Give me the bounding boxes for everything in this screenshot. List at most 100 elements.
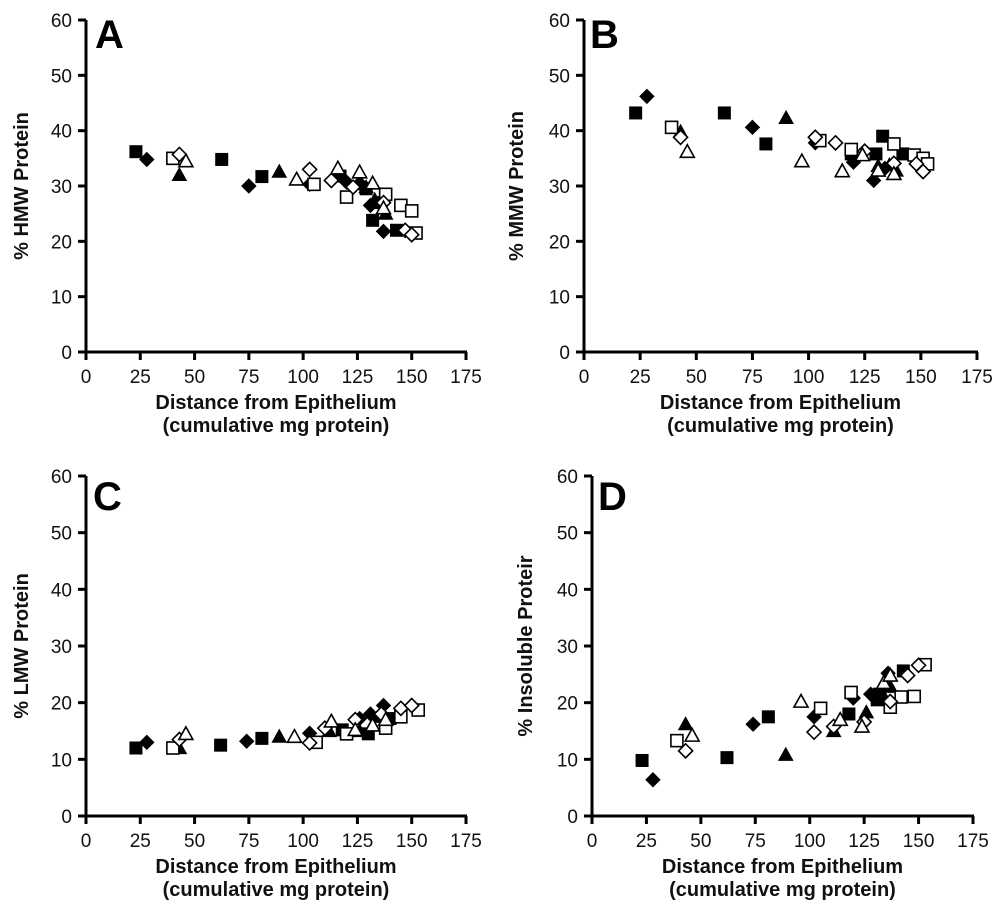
y-tick-label: 20 bbox=[51, 694, 72, 715]
data-point bbox=[177, 725, 195, 741]
x-tick-label: 0 bbox=[81, 831, 92, 852]
y-tick-label: 10 bbox=[557, 750, 578, 771]
series-open-triangle bbox=[177, 711, 395, 744]
data-point bbox=[670, 733, 684, 748]
x-axis-subtitle: (cumulative mg protein) bbox=[669, 879, 896, 901]
x-tick-label: 0 bbox=[579, 367, 590, 388]
data-point bbox=[854, 146, 871, 162]
data-point bbox=[329, 159, 347, 175]
x-tick-label: 25 bbox=[130, 367, 151, 388]
y-tick-label: 0 bbox=[61, 343, 72, 364]
data-point bbox=[139, 734, 155, 751]
y-tick-label: 0 bbox=[61, 807, 72, 828]
x-tick-label: 75 bbox=[238, 367, 259, 388]
y-tick-label: 0 bbox=[567, 807, 578, 828]
data-point bbox=[323, 172, 340, 189]
x-tick-label: 75 bbox=[238, 831, 259, 852]
x-axis-title: Distance from Epithelium bbox=[155, 856, 396, 878]
data-point bbox=[339, 190, 354, 204]
x-tick-label: 25 bbox=[630, 367, 651, 388]
panel-letter: A bbox=[95, 13, 124, 57]
panel-letter: C bbox=[93, 475, 122, 519]
data-point bbox=[672, 129, 689, 146]
data-point bbox=[375, 223, 392, 240]
data-point bbox=[377, 711, 395, 727]
data-point bbox=[865, 172, 882, 189]
data-point bbox=[129, 741, 143, 755]
y-tick-label: 30 bbox=[549, 177, 570, 198]
x-tick-label: 50 bbox=[184, 367, 205, 388]
data-point bbox=[869, 161, 887, 177]
data-point bbox=[842, 707, 856, 721]
y-tick-label: 20 bbox=[549, 232, 570, 253]
series-filled-triangle bbox=[672, 109, 905, 177]
data-point bbox=[664, 120, 679, 135]
data-point bbox=[677, 716, 694, 731]
panel-letter: D bbox=[598, 475, 627, 519]
y-tick-label: 50 bbox=[51, 524, 72, 545]
data-point bbox=[844, 142, 859, 157]
x-tick-label: 50 bbox=[690, 831, 711, 852]
panel-a: A % HMW Protein Distance from Epithelium… bbox=[11, 11, 482, 437]
y-tick-label: 40 bbox=[549, 122, 570, 143]
data-point bbox=[805, 724, 823, 741]
data-point bbox=[139, 151, 155, 168]
data-point bbox=[364, 174, 381, 190]
x-tick-label: 150 bbox=[396, 831, 428, 852]
data-point bbox=[873, 684, 890, 699]
x-tick-label: 175 bbox=[450, 367, 482, 388]
x-tick-label: 75 bbox=[742, 367, 763, 388]
data-point bbox=[351, 163, 368, 179]
data-point bbox=[288, 170, 305, 186]
x-axis-subtitle: (cumulative mg protein) bbox=[163, 415, 390, 437]
data-point bbox=[645, 772, 661, 788]
y-tick-label: 30 bbox=[51, 177, 72, 198]
data-point bbox=[745, 716, 761, 732]
x-tick-label: 100 bbox=[793, 367, 825, 388]
data-point bbox=[869, 147, 883, 161]
data-point bbox=[761, 710, 775, 724]
data-point bbox=[271, 163, 288, 178]
x-axis-subtitle: (cumulative mg protein) bbox=[163, 879, 390, 901]
x-tick-label: 150 bbox=[903, 831, 935, 852]
data-point bbox=[403, 697, 420, 714]
data-point bbox=[914, 163, 932, 180]
panel-b: B % MMW Protein Distance from Epithelium… bbox=[506, 11, 993, 437]
data-point bbox=[885, 165, 903, 181]
panel-d: D % Insoluble Proteir Distance from Epit… bbox=[515, 467, 989, 901]
data-point bbox=[862, 686, 879, 702]
x-tick-label: 0 bbox=[587, 831, 598, 852]
x-tick-label: 50 bbox=[686, 367, 707, 388]
data-point bbox=[166, 741, 180, 755]
data-point bbox=[129, 145, 143, 159]
data-point bbox=[629, 106, 643, 120]
series-open-triangle bbox=[678, 143, 903, 181]
data-point bbox=[717, 106, 731, 120]
data-point bbox=[307, 177, 321, 192]
y-tick-label: 50 bbox=[557, 524, 578, 545]
data-point bbox=[813, 701, 828, 716]
data-point bbox=[778, 109, 794, 125]
y-tick-label: 40 bbox=[557, 580, 578, 601]
x-tick-label: 100 bbox=[794, 831, 826, 852]
series-open-diamond bbox=[677, 657, 927, 759]
y-tick-label: 60 bbox=[51, 11, 72, 32]
data-point bbox=[793, 152, 811, 168]
data-point bbox=[241, 178, 257, 194]
data-point bbox=[238, 733, 255, 749]
data-point bbox=[255, 170, 269, 184]
data-point bbox=[910, 657, 927, 674]
y-tick-label: 30 bbox=[557, 637, 578, 658]
x-tick-label: 175 bbox=[957, 831, 989, 852]
data-point bbox=[286, 728, 303, 744]
x-tick-label: 125 bbox=[849, 367, 881, 388]
data-point bbox=[301, 734, 318, 752]
data-point bbox=[792, 692, 810, 708]
data-point bbox=[639, 88, 655, 105]
x-tick-label: 150 bbox=[905, 367, 937, 388]
data-point bbox=[899, 667, 916, 684]
data-point bbox=[271, 728, 288, 743]
data-point bbox=[683, 726, 701, 742]
y-tick-label: 60 bbox=[557, 467, 578, 488]
